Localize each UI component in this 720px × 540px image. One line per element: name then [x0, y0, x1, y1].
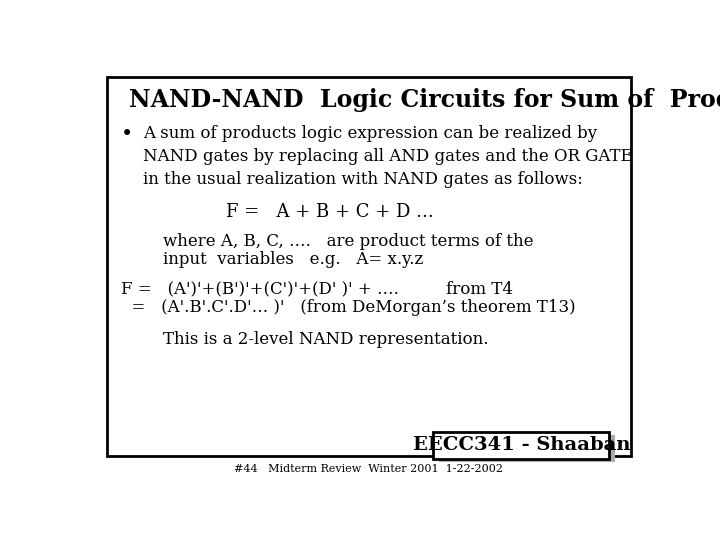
Bar [433, 431, 609, 458]
Text: where A, B, C, ….   are product terms of the: where A, B, C, …. are product terms of t… [163, 233, 533, 249]
Text: •: • [121, 125, 133, 144]
Text: =   (A'.B'.C'.D'… )'   (from DeMorgan’s theorem T13): = (A'.B'.C'.D'… )' (from DeMorgan’s theo… [121, 299, 575, 316]
Text: NAND gates by replacing all AND gates and the OR GATE: NAND gates by replacing all AND gates an… [143, 148, 633, 165]
Text: in the usual realization with NAND gates as follows:: in the usual realization with NAND gates… [143, 171, 583, 188]
Text: F =   A + B + C + D ...: F = A + B + C + D ... [226, 203, 434, 221]
Bar [438, 435, 615, 462]
Text: #44   Midterm Review  Winter 2001  1-22-2002: #44 Midterm Review Winter 2001 1-22-2002 [235, 464, 503, 474]
Text: NAND-NAND  Logic Circuits for Sum of  Products: NAND-NAND Logic Circuits for Sum of Prod… [129, 87, 720, 112]
Text: This is a 2-level NAND representation.: This is a 2-level NAND representation. [163, 331, 488, 348]
Text: EECC341 - Shaaban: EECC341 - Shaaban [413, 436, 630, 454]
Text: input  variables   e.g.   A= x.y.z: input variables e.g. A= x.y.z [163, 251, 423, 268]
Text: A sum of products logic expression can be realized by: A sum of products logic expression can b… [143, 125, 597, 142]
Text: F =   (A')'+(B')'+(C')'+(D' )' + ….         from T4: F = (A')'+(B')'+(C')'+(D' )' + …. from T… [121, 281, 513, 298]
